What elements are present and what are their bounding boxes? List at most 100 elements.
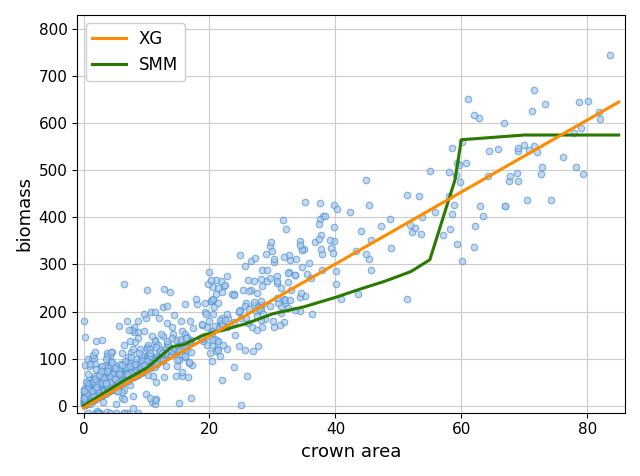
Point (132, 370, 142, 377)
Point (296, 246, 307, 253)
Point (252, 312, 262, 319)
Point (79, 395, 89, 402)
Point (129, 369, 139, 377)
Point (86, 397, 96, 404)
Point (99, 386, 109, 394)
Point (81, 378, 92, 386)
Point (88, 392, 99, 400)
Point (83, 393, 93, 401)
Point (255, 301, 265, 308)
Point (87, 384, 97, 391)
Point (272, 277, 282, 285)
Point (118, 375, 128, 382)
Point (79, 394, 89, 402)
Point (527, 107, 537, 115)
Point (262, 267, 272, 274)
Point (95, 386, 106, 394)
Point (84, 397, 94, 405)
Point (121, 376, 131, 384)
Point (95, 391, 105, 398)
Point (124, 372, 134, 379)
Point (253, 343, 264, 350)
Point (114, 382, 124, 389)
Point (115, 372, 125, 379)
Point (500, 203, 510, 210)
Point (430, 208, 440, 215)
Point (116, 379, 126, 387)
Point (105, 409, 115, 416)
Point (132, 368, 142, 376)
Point (203, 280, 213, 288)
Point (345, 208, 355, 216)
Point (122, 317, 132, 325)
Point (113, 379, 123, 387)
Point (295, 237, 305, 244)
Point (112, 382, 122, 389)
Point (95, 387, 106, 395)
Point (92, 385, 102, 393)
Point (95, 381, 105, 388)
Point (336, 295, 346, 302)
Point (83, 388, 93, 396)
Point (238, 287, 248, 294)
Point (82, 390, 92, 398)
Point (122, 374, 132, 381)
Point (115, 376, 125, 383)
Point (96, 384, 106, 391)
Point (89, 387, 99, 395)
Point (132, 371, 142, 378)
Point (131, 369, 141, 377)
Point (106, 377, 116, 385)
Point (246, 286, 256, 294)
Point (162, 319, 172, 327)
SMM (80, 403, 88, 408)
Point (79, 317, 89, 325)
Point (86, 397, 96, 404)
Point (257, 282, 268, 289)
Point (85, 396, 95, 403)
Point (376, 222, 387, 230)
Point (99, 382, 109, 389)
Point (134, 349, 144, 357)
Point (140, 367, 150, 375)
Point (118, 373, 128, 381)
Point (102, 386, 112, 393)
Point (81, 388, 92, 396)
Point (131, 355, 141, 363)
Point (110, 376, 120, 383)
Point (102, 376, 112, 384)
Point (173, 399, 184, 407)
Point (81, 399, 91, 407)
SMM (356, 286, 364, 292)
Point (113, 377, 123, 384)
Point (129, 364, 140, 372)
Point (152, 341, 163, 349)
Point (104, 387, 114, 395)
Point (147, 398, 157, 406)
SMM (382, 278, 390, 284)
Point (216, 277, 226, 285)
Point (217, 320, 227, 328)
Point (236, 314, 246, 322)
Point (300, 198, 310, 206)
Point (87, 389, 97, 397)
Point (402, 296, 412, 303)
Point (95, 383, 105, 390)
Point (152, 360, 162, 368)
Point (252, 307, 262, 315)
Point (158, 332, 168, 340)
Point (457, 138, 467, 146)
Point (296, 289, 306, 297)
Point (314, 235, 324, 243)
Point (106, 377, 116, 385)
Point (234, 307, 244, 315)
Point (101, 380, 111, 387)
Point (186, 348, 196, 356)
Point (407, 228, 417, 236)
Point (317, 266, 328, 274)
Point (213, 299, 223, 307)
Point (86, 382, 96, 389)
Point (221, 273, 232, 280)
Point (80, 399, 90, 407)
Point (128, 345, 138, 352)
